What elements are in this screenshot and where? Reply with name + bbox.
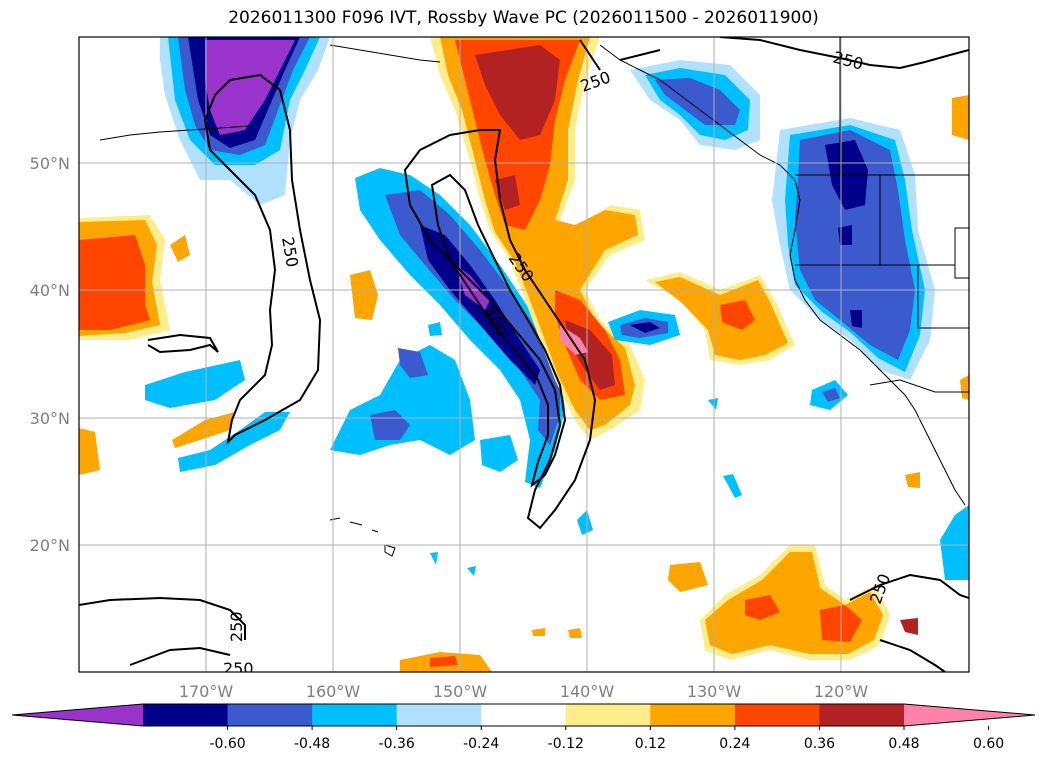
colorbar-tick-label: 0.60 [973,736,1004,752]
lon-label-170w: 170°W [179,682,234,701]
colorbar-segment [650,704,736,726]
colorbar-tick-label: -0.48 [294,736,330,752]
lon-label-140w: 140°W [560,682,615,701]
lon-label-130w: 130°W [687,682,742,701]
lon-label-120w: 120°W [814,682,869,701]
colorbar-segment [481,704,567,726]
ivt-contours [79,37,969,672]
lat-label-20: 20°N [30,536,70,555]
colorbar-tick-label: -0.36 [379,736,415,752]
map-title: 2026011300 F096 IVT, Rossby Wave PC (202… [228,8,819,28]
colorbar-tick-label: 0.12 [635,736,666,752]
colorbar-segment [312,704,398,726]
lat-label-30: 30°N [30,409,70,428]
longitude-labels: 170°W 160°W 150°W 140°W 130°W 120°W [179,682,869,701]
ivt-shading [79,37,969,672]
colorbar: -0.60 -0.48 -0.36 -0.24 -0.12 0.12 0.24 0.36 0.4… [11,703,1036,752]
colorbar-tick-label: 0.36 [804,736,835,752]
lat-label-40: 40°N [30,281,70,300]
colorbar-segment [904,704,1035,726]
latitude-labels: 50°N 40°N 30°N 20°N [30,154,70,555]
lon-label-160w: 160°W [306,682,361,701]
colorbar-segment [734,704,820,726]
lat-label-50: 50°N [30,154,70,173]
contour-label-250-e: 250 [227,611,246,642]
lon-label-150w: 150°W [433,682,488,701]
colorbar-segment [143,704,229,726]
colorbar-tick-label: -0.12 [548,736,584,752]
colorbar-segment [12,704,143,726]
coastlines [99,44,966,557]
colorbar-segment [565,704,651,726]
colorbar-tick-label: 0.24 [719,736,750,752]
colorbar-tick-label: -0.24 [463,736,499,752]
map-plot-area: 250 250 400 250 250 250 250 250 [78,36,970,678]
colorbar-tick-label: 0.48 [888,736,919,752]
colorbar-segment [396,704,482,726]
graticule [79,37,969,672]
colorbar-segment [819,704,905,726]
colorbar-tick-label: -0.60 [209,736,245,752]
political-borders [795,37,969,393]
colorbar-segment [227,704,313,726]
colorbar-outline [11,703,1036,727]
contour-label-250-f: 250 [223,659,254,678]
map-frame [78,36,970,673]
